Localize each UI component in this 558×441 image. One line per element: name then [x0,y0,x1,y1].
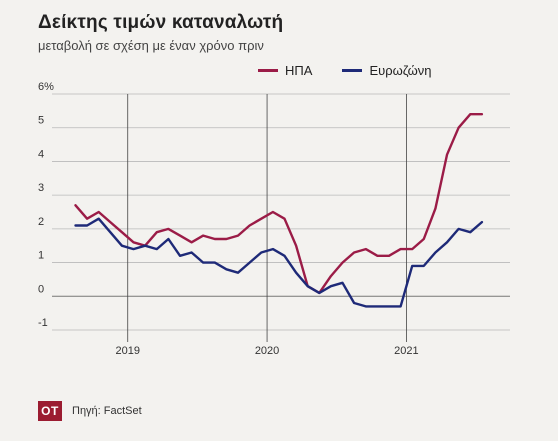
y-tick-label: 1 [38,250,44,262]
y-tick-label: 2 [38,216,44,228]
series-line-eurozone [74,217,484,308]
y-tick-label: 3 [38,182,44,194]
legend-swatch-usa [258,69,278,72]
ot-logo: OT [38,401,62,421]
legend-item-usa: ΗΠΑ [258,63,312,78]
x-tick-label: 2019 [115,345,139,357]
y-tick-label: 4 [38,148,44,160]
x-tick-label: 2021 [394,345,418,357]
y-tick-label: 0 [38,283,44,295]
y-tick-label: -1 [38,317,48,329]
chart-title: Δείκτης τιμών καταναλωτή [38,12,284,33]
x-tick-label: 2020 [255,345,279,357]
footer: OT Πηγή: FactSet [38,401,142,421]
chart-subtitle: μεταβολή σε σχέση με έναν χρόνο πριν [38,38,264,53]
source-note: Πηγή: FactSet [72,405,142,417]
chart-legend: ΗΠΑ Ευρωζώνη [258,63,432,78]
legend-label-eurozone: Ευρωζώνη [369,63,432,78]
legend-swatch-eurozone [342,69,363,72]
y-tick-label: 5 [38,115,44,127]
legend-label-usa: ΗΠΑ [285,63,313,78]
y-tick-label: 6% [38,81,54,93]
legend-item-eurozone: Ευρωζώνη [342,63,432,78]
